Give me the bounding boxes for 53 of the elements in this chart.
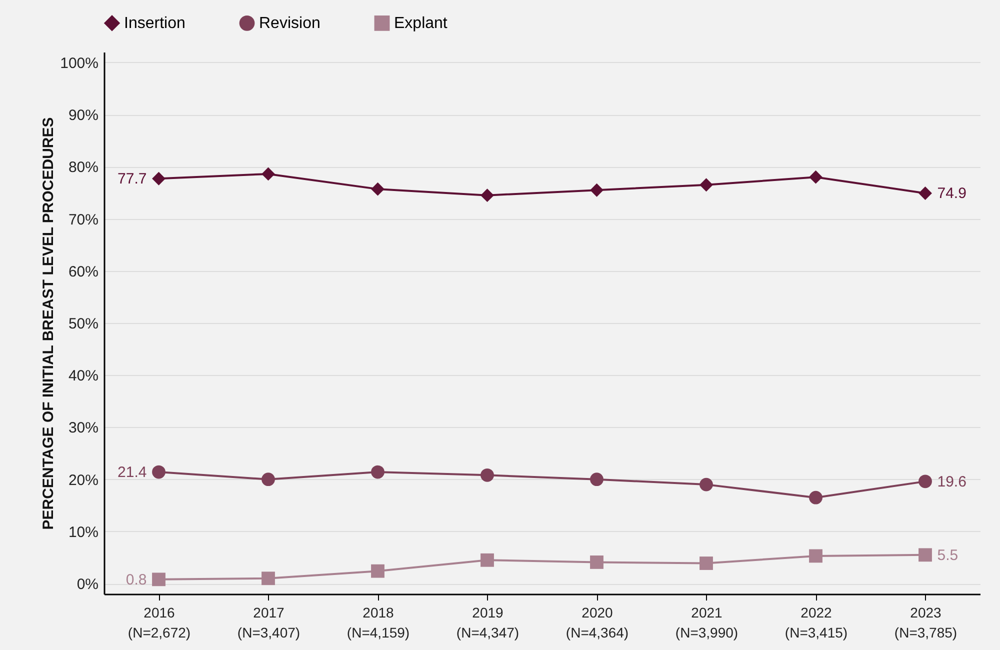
y-axis-title: PERCENTAGE OF INITIAL BREAST LEVEL PROCEDURES [40, 117, 58, 530]
point [918, 474, 932, 488]
x-tick-label: 2023 (N=3,785) [894, 604, 958, 640]
y-tick-label: 50% [68, 316, 98, 332]
point [480, 553, 494, 567]
x-tick-label: 2016 (N=2,672) [128, 604, 191, 640]
point [590, 556, 604, 569]
data-label: 21.4 [118, 464, 147, 482]
point [918, 186, 932, 200]
point [262, 472, 275, 486]
point [700, 478, 713, 492]
point [590, 472, 604, 486]
point [371, 465, 384, 479]
data-label: 19.6 [937, 473, 966, 490]
point [152, 572, 166, 586]
x-tick-label: 2020 (N=4,364) [566, 604, 629, 640]
point [918, 548, 932, 562]
y-tick-label: 60% [68, 263, 98, 280]
data-label: 77.7 [118, 170, 147, 188]
x-tick-label: 2019 (N=4,347) [456, 604, 520, 640]
x-tick-label: 2018 (N=4,159) [346, 604, 410, 640]
x-tick-label: 2021 (N=3,990) [675, 604, 738, 640]
point [262, 167, 275, 181]
y-tick-label: 80% [68, 159, 98, 176]
legend-label: Revision [259, 15, 320, 32]
point [152, 465, 166, 479]
point [152, 172, 166, 186]
point [700, 178, 713, 192]
point [809, 490, 822, 504]
point [480, 468, 494, 482]
point [809, 170, 822, 184]
data-label: 74.9 [937, 185, 966, 202]
point [262, 572, 275, 586]
point [590, 183, 604, 197]
y-tick-label: 90% [68, 107, 98, 124]
y-tick-label: 70% [68, 211, 98, 228]
point [700, 556, 713, 570]
y-tick-label: 30% [68, 420, 98, 437]
y-tick-label: 0% [76, 576, 98, 594]
data-label: 0.8 [126, 571, 147, 588]
point [809, 549, 822, 563]
point [371, 182, 384, 196]
x-tick-label: 2022 (N=3,415) [784, 604, 848, 640]
data-label: 5.5 [937, 546, 958, 564]
point [371, 564, 384, 578]
x-tick-label: 2017 (N=3,407) [237, 604, 300, 640]
y-tick-label: 20% [68, 472, 98, 489]
y-tick-label: 10% [68, 524, 98, 541]
point [480, 188, 494, 202]
y-tick-label: 40% [68, 368, 98, 385]
legend-label: Explant [394, 15, 448, 32]
legend-label: Insertion [124, 15, 186, 32]
y-tick-label: 100% [60, 54, 98, 72]
